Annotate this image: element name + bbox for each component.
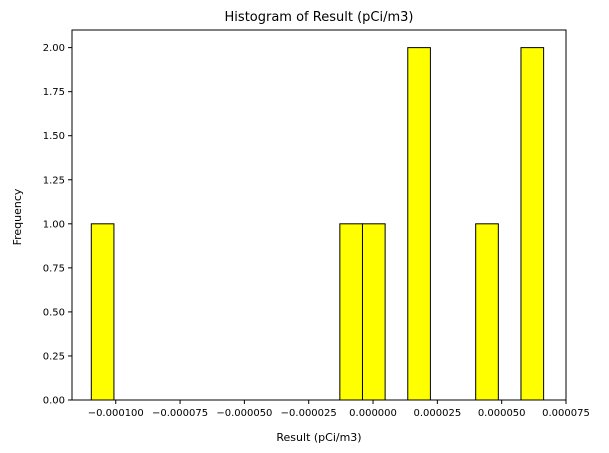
x-tick-label-5: 0.000000 xyxy=(349,408,397,419)
y-axis-ticks: 0.00 0.25 0.50 0.75 1.00 1.25 1.50 1.75 2.00 xyxy=(43,43,72,407)
y-tick-label-6: 1.25 xyxy=(43,175,65,186)
x-tick-label-7: 0.000050 xyxy=(478,408,526,419)
y-tick-label-8: 1.75 xyxy=(43,87,65,98)
y-tick-label-3: 0.50 xyxy=(43,307,65,318)
histogram-bar-6 xyxy=(520,47,545,401)
y-axis-label: Frequency xyxy=(11,188,24,245)
plot-area-frame xyxy=(71,29,567,401)
x-tick-label-6: 0.000025 xyxy=(413,408,461,419)
histogram-bar-2 xyxy=(339,223,363,401)
y-tick-label-7: 1.50 xyxy=(43,131,65,142)
y-tick-label-9: 2.00 xyxy=(43,43,65,54)
y-tick-label-5: 1.00 xyxy=(43,219,65,230)
x-tick-label-1: −0.000100 xyxy=(88,408,144,419)
histogram-bar-1 xyxy=(90,223,115,401)
x-tick-label-2: −0.000075 xyxy=(152,408,208,419)
y-tick-label-2: 0.25 xyxy=(43,351,65,362)
y-tick-label-1: 0.00 xyxy=(43,396,65,407)
x-axis-label: Result (pCi/m3) xyxy=(276,431,361,444)
histogram-bar-5 xyxy=(475,223,499,401)
x-tick-label-8: 0.000075 xyxy=(542,408,590,419)
histogram-bar-4 xyxy=(407,47,431,401)
histogram-bar-3 xyxy=(361,223,386,401)
chart-title: Histogram of Result (pCi/m3) xyxy=(225,10,414,25)
x-tick-label-3: −0.000050 xyxy=(216,408,272,419)
x-axis-ticks: −0.000100 −0.000075 −0.000050 −0.000025 0.00… xyxy=(88,400,590,419)
bars-group xyxy=(90,47,545,401)
x-tick-label-4: −0.000025 xyxy=(281,408,337,419)
y-tick-label-4: 0.75 xyxy=(43,263,65,274)
